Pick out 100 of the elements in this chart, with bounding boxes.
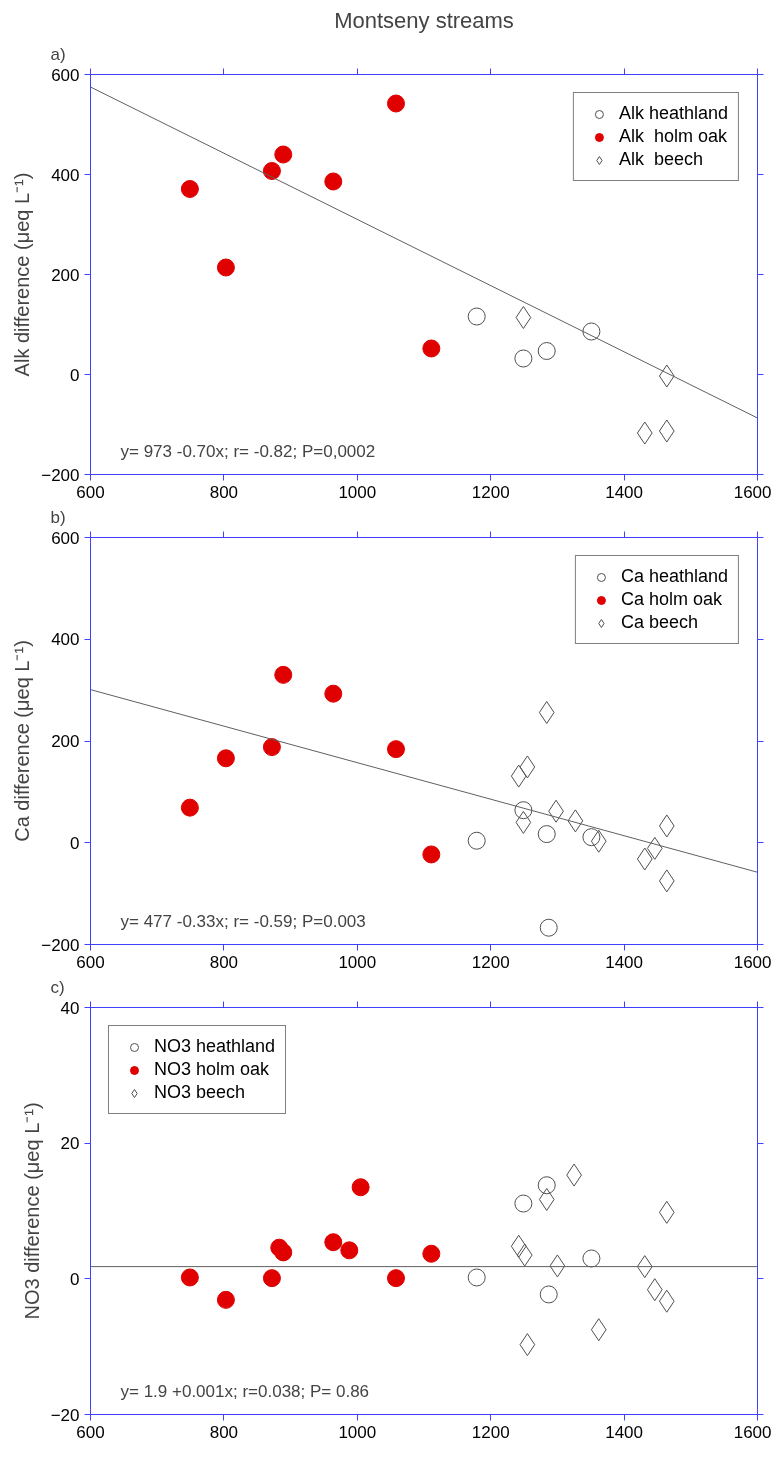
point <box>590 829 607 853</box>
y-axis-title: Ca difference (μeq L⁻¹) <box>11 640 34 842</box>
point <box>537 1176 556 1195</box>
legend-label: Ca beech <box>620 612 698 633</box>
point <box>658 419 675 443</box>
y-tick-label: 400 <box>51 630 80 650</box>
point <box>646 836 663 860</box>
point <box>636 421 653 445</box>
point <box>180 798 199 817</box>
point <box>590 1318 607 1342</box>
point <box>510 764 527 788</box>
point <box>636 1255 653 1279</box>
point <box>274 665 293 684</box>
point <box>582 828 601 847</box>
x-tick-label: 1400 <box>605 952 644 972</box>
y-tick-label: −20 <box>50 1405 80 1425</box>
point <box>658 814 675 838</box>
point <box>519 1333 536 1357</box>
point <box>262 1269 281 1288</box>
legend-label: NO3 beech <box>154 1082 246 1103</box>
point <box>516 1243 533 1267</box>
y-tick-label: −200 <box>41 935 80 955</box>
point <box>386 94 405 113</box>
y-tick-label: 0 <box>70 833 80 853</box>
y-tick-label: 0 <box>70 1269 80 1289</box>
point <box>567 809 584 833</box>
y-axis-title: NO3 difference (μeq L⁻¹) <box>20 1102 43 1320</box>
y-tick-label: 600 <box>51 528 80 548</box>
chart-title: Montseny streams <box>334 7 514 33</box>
point <box>467 831 486 850</box>
y-tick-label: 20 <box>60 1134 80 1154</box>
x-tick-label: 1400 <box>605 482 644 502</box>
x-tick-label: 1600 <box>733 1422 771 1442</box>
x-tick-label: 1000 <box>338 952 377 972</box>
point <box>386 740 405 759</box>
x-tick-label: 800 <box>209 952 239 972</box>
point <box>514 1194 533 1213</box>
y-tick-label: 40 <box>60 998 80 1018</box>
point <box>515 810 532 834</box>
annotation: y= 1.9 +0.001x; r=0.038; P= 0.86 <box>120 1381 370 1401</box>
point <box>216 258 235 277</box>
point <box>324 172 343 191</box>
point <box>324 684 343 703</box>
point <box>262 162 281 180</box>
point <box>537 825 556 844</box>
point <box>646 1278 663 1302</box>
point <box>658 869 675 893</box>
x-tick-label: 1200 <box>471 1422 510 1442</box>
point <box>549 1254 566 1278</box>
y-tick-label: 200 <box>51 265 80 285</box>
point <box>636 847 653 871</box>
y-tick-label: 200 <box>51 732 80 751</box>
x-tick-label: 1000 <box>338 482 377 502</box>
point <box>658 1289 675 1313</box>
text: c) <box>50 977 65 997</box>
legend-label: Alk beech <box>618 149 703 170</box>
point <box>515 306 532 329</box>
point <box>537 342 556 360</box>
legend-label: Ca heathland <box>620 566 728 587</box>
point <box>216 749 235 768</box>
point <box>510 1234 527 1258</box>
point <box>539 918 558 937</box>
legend-label: NO3 holm oak <box>154 1059 270 1080</box>
legend-label: NO3 heathland <box>154 1036 276 1057</box>
x-tick-label: 800 <box>209 1422 239 1442</box>
point <box>324 1233 343 1252</box>
y-axis-title: Alk difference (μeq L⁻¹) <box>11 172 34 377</box>
x-tick-label: 1400 <box>605 1422 644 1442</box>
point <box>274 145 293 164</box>
point <box>582 322 601 341</box>
text: a) <box>50 44 66 64</box>
x-tick-label: 1000 <box>338 1422 377 1442</box>
y-tick-label: 0 <box>70 365 80 385</box>
point <box>274 1243 293 1262</box>
y-tick-label: 600 <box>51 65 80 85</box>
point <box>386 1269 405 1288</box>
point <box>582 1249 601 1268</box>
legend-label: Alk heathland <box>618 103 728 124</box>
annotation: y= 477 -0.33x; r= -0.59; P=0.003 <box>120 911 366 931</box>
point <box>180 1268 199 1287</box>
point <box>340 1241 359 1260</box>
point <box>514 349 533 368</box>
point <box>180 180 199 198</box>
point <box>351 1178 370 1197</box>
point <box>514 801 533 820</box>
annotation: y= 973 -0.70x; r= -0.82; P=0,0002 <box>120 441 376 461</box>
point <box>422 845 441 864</box>
point <box>467 307 486 326</box>
point <box>519 755 536 779</box>
x-tick-label: 1600 <box>733 482 771 502</box>
point <box>658 364 675 388</box>
point <box>216 1290 235 1309</box>
text: b) <box>50 507 66 527</box>
point <box>422 1244 441 1263</box>
y-tick-label: 400 <box>51 165 80 185</box>
point <box>422 339 441 358</box>
x-tick-label: 1200 <box>471 952 510 972</box>
point <box>538 701 555 725</box>
legend-label: Ca holm oak <box>620 589 722 610</box>
point <box>538 1187 555 1211</box>
